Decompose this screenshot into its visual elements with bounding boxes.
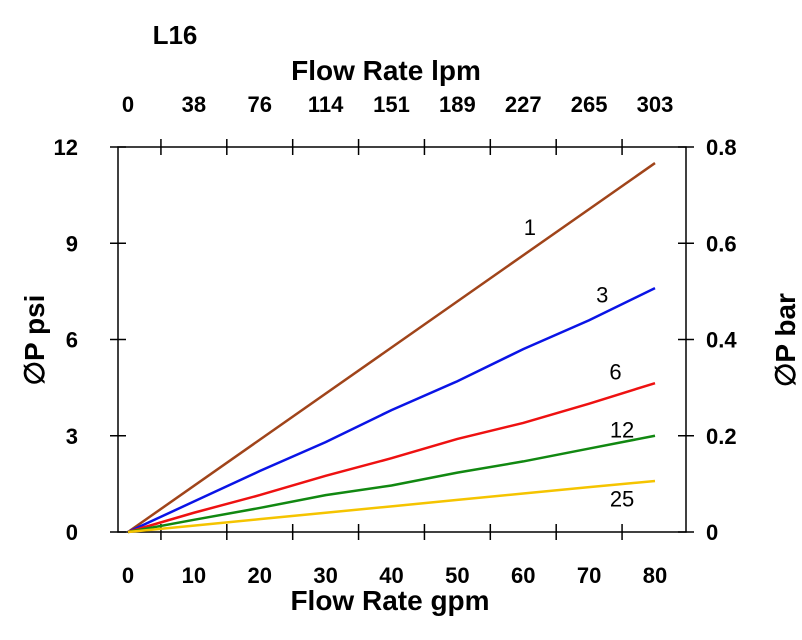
- y-tick-label: 3: [66, 424, 78, 449]
- series-label-25: 25: [610, 486, 634, 511]
- y-tick-label: 9: [66, 231, 78, 256]
- x2-tick-label: 151: [373, 92, 410, 117]
- x2-tick-label: 265: [571, 92, 608, 117]
- series-line-1: [127, 162, 656, 534]
- chart-title: L16: [153, 20, 198, 50]
- y2-tick-label: 0: [706, 520, 718, 545]
- series-label-1: 1: [524, 215, 536, 240]
- series-label-3: 3: [596, 283, 608, 308]
- x-tick-label: 60: [511, 563, 535, 588]
- x-tick-label: 10: [182, 563, 206, 588]
- series-line-25: [127, 479, 656, 534]
- x-tick-label: 50: [445, 563, 469, 588]
- series-label-6: 6: [609, 360, 621, 385]
- x-axis-label: Flow Rate gpm: [290, 585, 489, 616]
- x2-tick-label: 38: [182, 92, 206, 117]
- series-line-12: [127, 434, 656, 534]
- y-tick-label: 6: [66, 328, 78, 353]
- y2-tick-label: 0.8: [706, 135, 737, 160]
- x2-axis-label: Flow Rate lpm: [291, 55, 481, 86]
- y-tick-label: 12: [54, 135, 78, 160]
- y2-tick-label: 0.4: [706, 328, 737, 353]
- y2-axis-label: ∅P bar: [770, 293, 801, 387]
- x-tick-label: 70: [577, 563, 601, 588]
- series-line-3: [127, 287, 656, 534]
- x-tick-label: 30: [313, 563, 337, 588]
- y2-tick-label: 0.2: [706, 424, 737, 449]
- x2-tick-label: 114: [308, 92, 344, 117]
- y2-tick-label: 0.6: [706, 231, 737, 256]
- y-tick-label: 0: [66, 520, 78, 545]
- x2-tick-label: 0: [122, 92, 134, 117]
- x-tick-label: 80: [643, 563, 667, 588]
- x-tick-label: 40: [379, 563, 403, 588]
- y-axis-label: ∅P psi: [19, 295, 50, 386]
- x2-tick-label: 227: [505, 92, 542, 117]
- x2-tick-label: 303: [637, 92, 674, 117]
- series-line-6: [127, 381, 656, 534]
- x2-tick-label: 189: [439, 92, 476, 117]
- x-tick-label: 20: [248, 563, 272, 588]
- x2-tick-label: 76: [248, 92, 272, 117]
- series-label-12: 12: [610, 417, 634, 442]
- x-tick-label: 0: [122, 563, 134, 588]
